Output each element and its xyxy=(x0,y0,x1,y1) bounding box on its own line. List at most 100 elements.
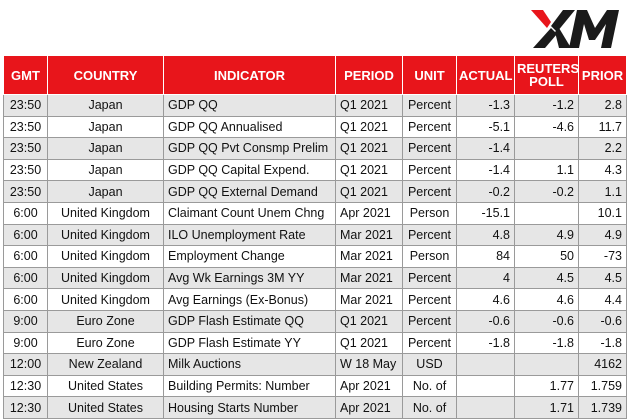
cell-reuters-poll: 4.6 xyxy=(514,288,579,311)
cell-actual: -5.1 xyxy=(456,115,515,139)
cell-unit: Percent xyxy=(402,137,457,160)
cell-period: Q1 2021 xyxy=(335,309,403,333)
cell-actual xyxy=(456,374,515,398)
cell-gmt: 23:50 xyxy=(3,158,48,182)
cell-reuters-poll: 1.77 xyxy=(514,374,579,398)
cell-gmt: 12:30 xyxy=(3,374,48,398)
cell-unit: Person xyxy=(402,245,457,268)
table-row: 23:50 Japan GDP QQ Pvt Consmp Prelim Q1 202… xyxy=(3,137,627,160)
cell-period: Mar 2021 xyxy=(335,266,403,290)
cell-prior: 4.4 xyxy=(578,288,627,311)
cell-unit: Percent xyxy=(402,115,457,139)
cell-country: United Kingdom xyxy=(47,245,164,268)
cell-prior: 2.2 xyxy=(578,137,627,160)
table-row: 23:50 Japan GDP QQ External Demand Q1 2021 P… xyxy=(3,180,627,203)
cell-indicator: GDP QQ Pvt Consmp Prelim xyxy=(163,137,336,160)
cell-gmt: 23:50 xyxy=(3,137,48,160)
cell-indicator: GDP QQ Capital Expend. xyxy=(163,158,336,182)
cell-actual: 4 xyxy=(456,266,515,290)
cell-gmt: 6:00 xyxy=(3,201,48,225)
cell-reuters-poll: -4.6 xyxy=(514,115,579,139)
cell-prior: 4.3 xyxy=(578,158,627,182)
cell-country: United States xyxy=(47,374,164,398)
cell-unit: Percent xyxy=(402,158,457,182)
cell-period: Q1 2021 xyxy=(335,331,403,355)
cell-country: United Kingdom xyxy=(47,266,164,290)
cell-prior: -0.6 xyxy=(578,309,627,333)
cell-period: Mar 2021 xyxy=(335,223,403,247)
cell-actual: -1.8 xyxy=(456,331,515,355)
cell-period: Mar 2021 xyxy=(335,288,403,311)
table-row: 23:50 Japan GDP QQ Capital Expend. Q1 2021 P… xyxy=(3,158,627,182)
cell-actual: 4.8 xyxy=(456,223,515,247)
cell-actual: -1.4 xyxy=(456,158,515,182)
cell-gmt: 6:00 xyxy=(3,245,48,268)
cell-country: Japan xyxy=(47,115,164,139)
cell-country: United Kingdom xyxy=(47,288,164,311)
cell-country: Euro Zone xyxy=(47,309,164,333)
cell-country: United Kingdom xyxy=(47,223,164,247)
cell-reuters-poll: 50 xyxy=(514,245,579,268)
cell-reuters-poll: 1.1 xyxy=(514,158,579,182)
cell-indicator: Employment Change xyxy=(163,245,336,268)
cell-period: Mar 2021 xyxy=(335,245,403,268)
cell-unit: Percent xyxy=(402,180,457,203)
cell-prior: 4.5 xyxy=(578,266,627,290)
cell-prior: -1.8 xyxy=(578,331,627,355)
cell-prior: -73 xyxy=(578,245,627,268)
cell-reuters-poll: 4.9 xyxy=(514,223,579,247)
cell-period: Q1 2021 xyxy=(335,158,403,182)
cell-country: Japan xyxy=(47,94,164,117)
col-header-unit: UNIT xyxy=(402,55,457,95)
cell-indicator: GDP QQ xyxy=(163,94,336,117)
cell-country: Euro Zone xyxy=(47,331,164,355)
cell-indicator: GDP Flash Estimate QQ xyxy=(163,309,336,333)
cell-prior: 11.7 xyxy=(578,115,627,139)
cell-country: United States xyxy=(47,396,164,419)
cell-gmt: 6:00 xyxy=(3,223,48,247)
cell-country: Japan xyxy=(47,180,164,203)
cell-period: Apr 2021 xyxy=(335,396,403,419)
cell-prior: 10.1 xyxy=(578,201,627,225)
cell-indicator: Claimant Count Unem Chng xyxy=(163,201,336,225)
cell-indicator: Avg Wk Earnings 3M YY xyxy=(163,266,336,290)
cell-period: Apr 2021 xyxy=(335,374,403,398)
cell-country: Japan xyxy=(47,137,164,160)
cell-actual: -0.2 xyxy=(456,180,515,203)
cell-unit: Person xyxy=(402,201,457,225)
cell-gmt: 9:00 xyxy=(3,309,48,333)
cell-period: Q1 2021 xyxy=(335,137,403,160)
cell-reuters-poll xyxy=(514,137,579,160)
cell-gmt: 23:50 xyxy=(3,180,48,203)
cell-actual xyxy=(456,396,515,419)
table-row: 6:00 United Kingdom Avg Earnings (Ex-Bonus… xyxy=(3,288,627,311)
cell-prior: 1.739 xyxy=(578,396,627,419)
cell-unit: Percent xyxy=(402,266,457,290)
cell-gmt: 23:50 xyxy=(3,115,48,139)
cell-period: Q1 2021 xyxy=(335,115,403,139)
cell-reuters-poll: 4.5 xyxy=(514,266,579,290)
col-header-period: PERIOD xyxy=(335,55,403,95)
cell-unit: Percent xyxy=(402,223,457,247)
table-row: 12:30 United States Building Permits: Numb… xyxy=(3,374,627,398)
cell-period: Q1 2021 xyxy=(335,94,403,117)
cell-period: W 18 May xyxy=(335,353,403,376)
cell-actual: 84 xyxy=(456,245,515,268)
cell-prior: 1.759 xyxy=(578,374,627,398)
cell-indicator: Building Permits: Number xyxy=(163,374,336,398)
cell-actual: -0.6 xyxy=(456,309,515,333)
cell-prior: 4.9 xyxy=(578,223,627,247)
cell-actual: -15.1 xyxy=(456,201,515,225)
economic-calendar-table: GMT COUNTRY INDICATOR PERIOD UNIT ACTUAL… xyxy=(3,55,627,419)
cell-gmt: 12:30 xyxy=(3,396,48,419)
cell-reuters-poll: -1.8 xyxy=(514,331,579,355)
cell-unit: Percent xyxy=(402,288,457,311)
cell-unit: No. of xyxy=(402,374,457,398)
cell-indicator: ILO Unemployment Rate xyxy=(163,223,336,247)
cell-indicator: GDP QQ External Demand xyxy=(163,180,336,203)
cell-country: New Zealand xyxy=(47,353,164,376)
cell-actual xyxy=(456,353,515,376)
table-row: 6:00 United Kingdom Avg Wk Earnings 3M YY M… xyxy=(3,266,627,290)
cell-country: United Kingdom xyxy=(47,201,164,225)
cell-unit: USD xyxy=(402,353,457,376)
